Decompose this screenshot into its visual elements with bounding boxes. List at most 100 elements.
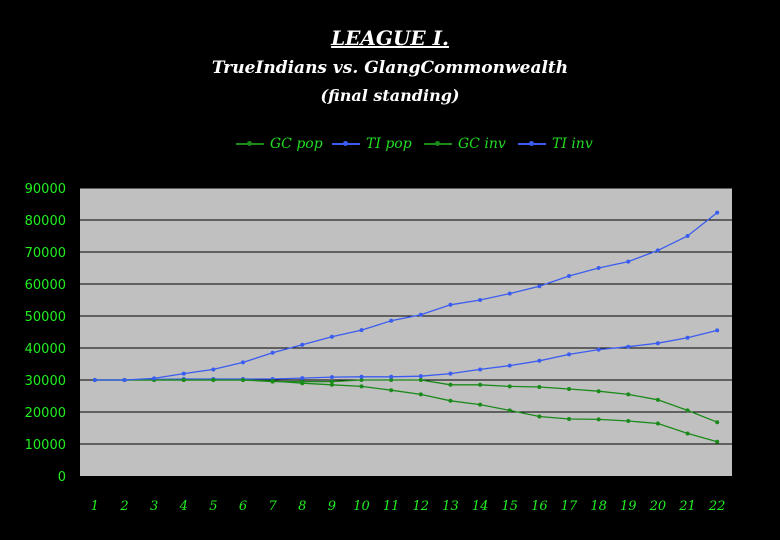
data-point (478, 298, 483, 302)
y-tick-label: 40000 (25, 342, 66, 357)
data-point (596, 347, 601, 352)
data-point (92, 378, 97, 382)
data-point (567, 352, 571, 357)
x-tick-label: 14 (472, 499, 489, 514)
data-point (300, 342, 305, 347)
x-tick-label: 12 (413, 499, 430, 514)
data-point (359, 384, 364, 389)
data-point (329, 375, 334, 380)
x-tick-label: 13 (442, 499, 459, 514)
x-tick-label: 17 (561, 499, 578, 514)
data-point (596, 266, 601, 270)
data-point (418, 392, 423, 397)
y-tick-label: 0 (58, 470, 66, 485)
data-point (507, 363, 512, 368)
data-point (715, 328, 720, 333)
data-point (715, 439, 720, 444)
data-point (626, 259, 631, 264)
data-point (626, 344, 631, 349)
data-point (655, 248, 660, 253)
data-point (685, 234, 690, 238)
x-tick-label: 20 (649, 499, 667, 514)
x-tick-label: 11 (383, 499, 400, 514)
data-point (359, 328, 364, 333)
chart-subtitle-2: (final standing) (320, 86, 460, 105)
data-point (359, 378, 364, 382)
data-point (478, 402, 483, 407)
data-point (685, 335, 690, 340)
x-tick-label: 22 (708, 499, 726, 514)
x-tick-label: 3 (150, 499, 158, 514)
data-point (122, 378, 127, 382)
data-point (537, 284, 542, 289)
data-point (300, 381, 305, 386)
data-point (329, 379, 334, 384)
data-point (389, 318, 394, 323)
y-tick-label: 70000 (25, 246, 66, 261)
legend-item-gc-pop: GC pop (236, 134, 323, 154)
data-point (448, 302, 453, 307)
data-point (359, 374, 364, 379)
legend: GC pop TI pop GC inv TI inv (0, 134, 780, 154)
data-point (418, 374, 423, 379)
data-point (270, 378, 275, 383)
data-point (507, 384, 512, 389)
x-tick-label: 8 (298, 499, 306, 514)
data-point (626, 392, 631, 397)
x-tick-label: 1 (91, 499, 99, 514)
legend-item-ti-pop: TI pop (332, 134, 412, 154)
data-point (537, 358, 542, 363)
x-tick-label: 9 (328, 499, 336, 514)
data-point (389, 378, 394, 382)
x-tick-label: 5 (209, 499, 217, 514)
data-point (329, 334, 334, 339)
legend-label: TI pop (366, 136, 412, 152)
data-point (507, 408, 512, 413)
legend-label: TI inv (552, 136, 593, 152)
data-point (655, 397, 660, 402)
data-point (448, 382, 453, 387)
data-point (241, 378, 245, 382)
data-point (537, 385, 542, 390)
data-point (418, 312, 423, 317)
data-point (478, 367, 483, 372)
y-tick-label: 20000 (25, 406, 66, 421)
data-point (389, 388, 394, 393)
x-tick-label: 7 (268, 499, 277, 514)
data-point (567, 417, 571, 422)
data-point (537, 414, 542, 419)
y-tick-label: 80000 (25, 214, 66, 229)
y-tick-label: 60000 (25, 278, 66, 293)
x-tick-label: 19 (620, 499, 637, 514)
data-point (448, 398, 453, 403)
data-point (270, 350, 275, 355)
series-line-2 (94, 379, 718, 443)
data-point (596, 417, 601, 422)
data-point (300, 376, 305, 381)
data-point (685, 431, 690, 436)
data-point (626, 418, 631, 423)
legend-label: GC inv (458, 136, 506, 152)
data-point (418, 378, 423, 382)
data-point (448, 371, 453, 376)
data-point (655, 421, 660, 426)
data-point (181, 371, 186, 376)
x-tick-label: 15 (501, 499, 518, 514)
chart-title: LEAGUE I. (331, 26, 449, 50)
legend-item-gc-inv: GC inv (424, 134, 506, 154)
data-point (329, 382, 334, 387)
data-point (389, 374, 394, 379)
data-point (596, 389, 601, 394)
x-tick-label: 6 (239, 499, 247, 514)
x-tick-label: 21 (678, 499, 696, 514)
y-tick-label: 50000 (25, 310, 66, 325)
series-line-1 (94, 329, 718, 381)
data-point (715, 210, 720, 215)
chart-subtitle: TrueIndians vs. GlangCommonwealth (211, 58, 569, 78)
x-tick-label: 16 (531, 499, 548, 514)
x-tick-label: 2 (119, 499, 128, 514)
data-point (211, 367, 216, 372)
data-point (241, 360, 245, 365)
data-point (685, 408, 690, 413)
